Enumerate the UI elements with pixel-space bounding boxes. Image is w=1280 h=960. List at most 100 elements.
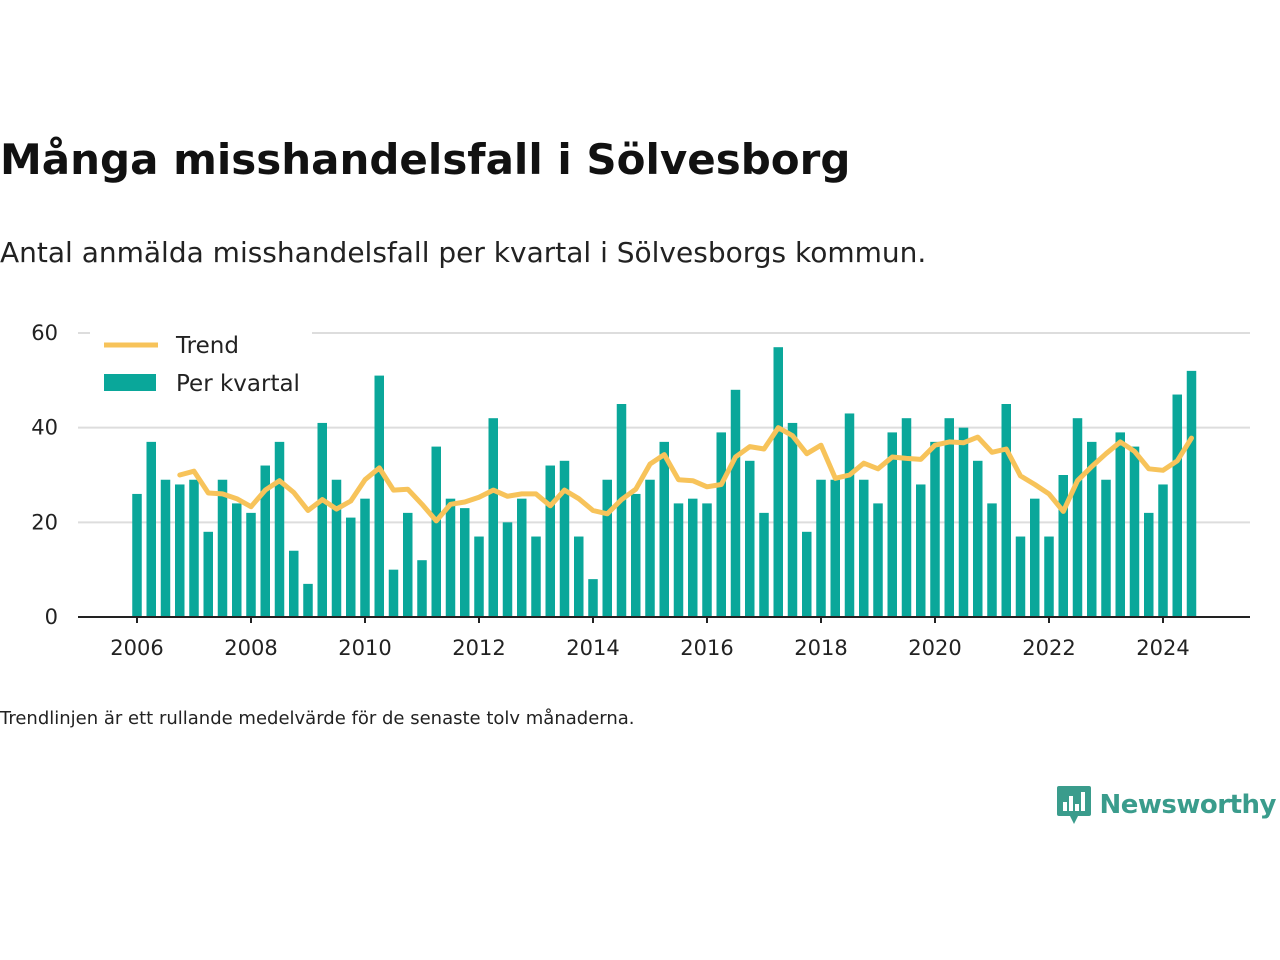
brand-logo: Newsworthy: [1056, 784, 1277, 826]
bar: [303, 583, 313, 617]
bar: [616, 404, 627, 617]
bar: [730, 389, 741, 617]
bar: [417, 560, 427, 617]
axes: 0 20 40 60 2006 2008 2010 2012 2014 2016 2018 2020 2…: [31, 321, 1250, 660]
bar: [859, 479, 869, 617]
bar: [1015, 536, 1026, 617]
bar: [673, 503, 684, 617]
x-tick-label: 2020: [908, 636, 961, 660]
bar: [745, 460, 755, 617]
bar: [331, 479, 342, 617]
bar: [374, 375, 384, 617]
bar: [346, 517, 356, 617]
bar: [1158, 484, 1168, 617]
chart-title: Många misshandelsfall i Sölvesborg: [0, 135, 851, 184]
bar: [403, 512, 413, 617]
bar: [1030, 498, 1040, 617]
bar: [1001, 404, 1011, 617]
bar: [973, 460, 983, 617]
bar: [773, 347, 783, 617]
bar: [1087, 441, 1097, 617]
bar: [260, 465, 270, 617]
bar: [816, 479, 826, 617]
x-tick-label: 2010: [338, 636, 391, 660]
bar: [688, 498, 698, 617]
bar: [189, 479, 199, 617]
brand-name: Newsworthy: [1099, 790, 1277, 820]
bar: [759, 512, 769, 617]
bar: [517, 498, 527, 617]
bar: [217, 479, 228, 617]
bar: [175, 484, 185, 617]
x-tick-label: 2014: [566, 636, 619, 660]
bar: [1115, 432, 1125, 617]
bar: [802, 531, 812, 617]
bar: [844, 413, 855, 617]
bar: [830, 479, 840, 617]
bar: [531, 536, 541, 617]
bar: [488, 418, 498, 617]
bar: [203, 531, 213, 617]
bar: [987, 503, 997, 617]
chart-subtitle: Antal anmälda misshandelsfall per kvarta…: [0, 236, 927, 269]
bar: [873, 503, 883, 617]
bar: [274, 441, 285, 617]
bar: [132, 493, 142, 617]
bar: [1172, 394, 1182, 617]
bar: [1072, 418, 1083, 617]
bar: [787, 422, 798, 617]
bar: [246, 512, 256, 617]
legend-swatch-per-kvartal: [104, 374, 156, 391]
newsworthy-logo-icon: [1056, 786, 1091, 824]
trend-line: [177, 425, 1194, 524]
bar: [431, 446, 441, 617]
chart-footnote: Trendlinjen är ett rullande medelvärde f…: [0, 708, 635, 729]
y-tick-label: 20: [31, 510, 58, 534]
x-tick-label: 2008: [224, 636, 277, 660]
bar: [317, 422, 327, 617]
bar: [887, 432, 897, 617]
bar: [559, 460, 570, 617]
bar: [289, 550, 299, 617]
legend-label-per-kvartal: Per kvartal: [176, 371, 300, 397]
bar: [1058, 475, 1068, 617]
bar: [1186, 370, 1197, 617]
bar: [716, 432, 726, 617]
bar: [460, 508, 470, 617]
bar: [360, 498, 370, 617]
bar: [502, 522, 513, 617]
bar: [901, 418, 912, 617]
bar: [545, 465, 555, 617]
bar: [1044, 536, 1054, 617]
bar: [232, 503, 242, 617]
bar: [602, 479, 612, 617]
bar: [588, 579, 598, 617]
bar: [944, 418, 954, 617]
legend: Trend Per kvartal: [90, 330, 312, 408]
bar: [631, 493, 641, 617]
y-tick-label: 60: [31, 321, 58, 345]
x-tick-label: 2006: [110, 636, 163, 660]
bar: [645, 479, 655, 617]
x-tick-label: 2024: [1136, 636, 1189, 660]
bar: [702, 503, 712, 617]
bar: [146, 441, 156, 617]
y-tick-label: 0: [45, 605, 58, 629]
line-series-trend: [177, 425, 1194, 524]
x-tick-label: 2018: [794, 636, 847, 660]
bar: [659, 441, 669, 617]
bar: [474, 536, 484, 617]
bar: [445, 498, 456, 617]
bar: [1101, 479, 1111, 617]
bar: [930, 441, 940, 617]
bar: [958, 427, 969, 617]
bar: [160, 479, 171, 617]
bar-series-per-kvartal: [132, 347, 1197, 617]
x-tick-label: 2012: [452, 636, 505, 660]
bar: [1144, 512, 1154, 617]
y-tick-label: 40: [31, 416, 58, 440]
bar: [916, 484, 926, 617]
x-tick-label: 2022: [1022, 636, 1075, 660]
bar-line-chart: 0 20 40 60 2006 2008 2010 2012 2014 2016 2018 2020 2…: [31, 321, 1250, 660]
legend-label-trend: Trend: [175, 333, 239, 359]
